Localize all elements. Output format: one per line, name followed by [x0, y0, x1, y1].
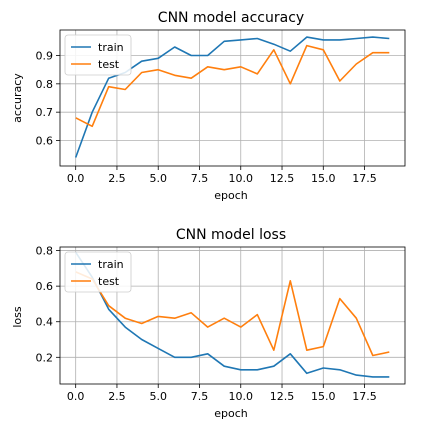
loss-legend-label-train: train — [98, 258, 124, 271]
accuracy-xtick-label: 17.5 — [352, 172, 377, 185]
accuracy-plot-frame — [59, 29, 406, 167]
loss-chart: CNN model loss epoch loss 0.0 2.5 5.0 7.5 10… — [11, 227, 406, 420]
accuracy-chart: CNN model accuracy epoch accuracy 0.0 2.5… — [11, 10, 406, 202]
loss-ytick-label: 0.6 — [36, 280, 54, 293]
accuracy-xtick-label: 7.5 — [191, 172, 209, 185]
loss-ylabel: loss — [11, 306, 24, 328]
accuracy-xtick-label: 10.0 — [229, 172, 254, 185]
loss-xtick-label: 2.5 — [108, 390, 126, 403]
accuracy-chart-title: CNN model accuracy — [158, 10, 304, 26]
accuracy-xtick-label: 5.0 — [149, 172, 167, 185]
loss-xtick-label: 17.5 — [352, 390, 377, 403]
accuracy-ytick-label: 0.6 — [36, 135, 54, 148]
loss-xtick-label: 15.0 — [311, 390, 336, 403]
loss-chart-title: CNN model loss — [176, 227, 286, 243]
loss-ytick-label: 0.4 — [36, 316, 54, 329]
loss-legend-label-test: test — [98, 275, 120, 288]
accuracy-legend — [64, 34, 132, 76]
loss-xtick-label: 12.5 — [270, 390, 295, 403]
accuracy-ytick-label: 0.8 — [36, 78, 54, 91]
loss-ytick-label: 0.2 — [36, 351, 54, 364]
loss-series-test-line — [75, 271, 390, 357]
accuracy-legend-label-test: test — [98, 58, 120, 71]
accuracy-xlabel: epoch — [214, 189, 248, 202]
loss-legend — [64, 251, 132, 293]
loss-plot-frame — [59, 246, 406, 385]
accuracy-xtick-label: 2.5 — [108, 172, 126, 185]
accuracy-xtick-label: 12.5 — [270, 172, 295, 185]
accuracy-xtick-label: 0.0 — [67, 172, 85, 185]
loss-series-train-line — [75, 251, 390, 378]
accuracy-ytick-label: 0.7 — [36, 106, 54, 119]
accuracy-xtick-label: 15.0 — [311, 172, 336, 185]
loss-xtick-label: 7.5 — [191, 390, 209, 403]
accuracy-legend-label-train: train — [98, 41, 124, 54]
loss-xtick-label: 5.0 — [149, 390, 167, 403]
loss-xlabel: epoch — [214, 407, 248, 420]
loss-ytick-label: 0.8 — [36, 245, 54, 258]
accuracy-ytick-label: 0.9 — [36, 50, 54, 63]
accuracy-ylabel: accuracy — [11, 73, 24, 123]
loss-xtick-label: 10.0 — [229, 390, 254, 403]
loss-xtick-label: 0.0 — [67, 390, 85, 403]
accuracy-series-test-line — [75, 44, 390, 128]
